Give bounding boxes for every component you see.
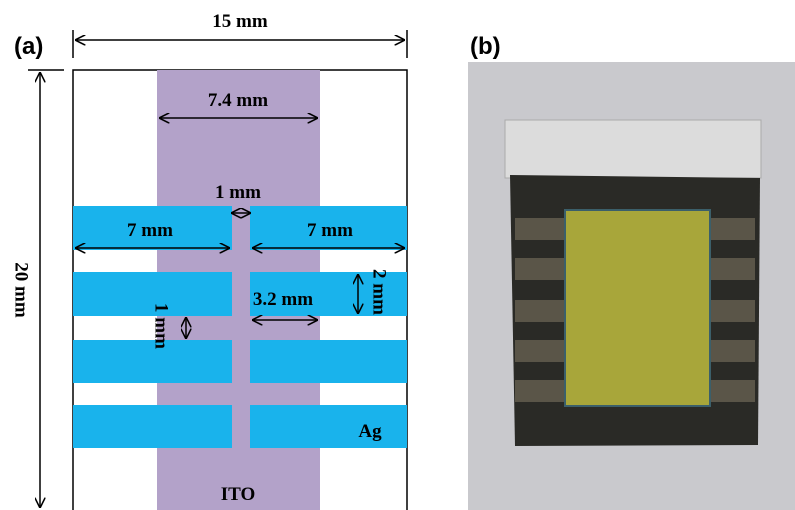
- ag-label: Ag: [358, 421, 382, 442]
- ito-label: ITO: [221, 484, 256, 505]
- photo: [468, 62, 795, 510]
- panel-label: (a): [14, 33, 43, 60]
- height-label: 20 mm: [11, 262, 32, 318]
- spacing-label: 1 mm: [151, 303, 172, 349]
- right-length-label: 7 mm: [307, 220, 353, 241]
- overlap-label: 3.2 mm: [253, 289, 313, 310]
- strip-width-label: 2 mm: [369, 269, 390, 315]
- ito-width-label: 7.4 mm: [208, 90, 268, 111]
- page: (a) 15 mm 20 mm 7.4 mm 1 mm 7 mm 7 mm 2 …: [0, 0, 795, 510]
- left-length-label: 7 mm: [127, 220, 173, 241]
- gap-label: 1 mm: [215, 182, 261, 203]
- panel-a: (a) 15 mm 20 mm 7.4 mm 1 mm 7 mm 7 mm 2 …: [11, 11, 407, 510]
- panel-label: (b): [470, 33, 501, 60]
- panel-b: (b): [468, 33, 795, 510]
- width-label: 15 mm: [212, 11, 268, 32]
- figure: (a) 15 mm 20 mm 7.4 mm 1 mm 7 mm 7 mm 2 …: [0, 0, 795, 510]
